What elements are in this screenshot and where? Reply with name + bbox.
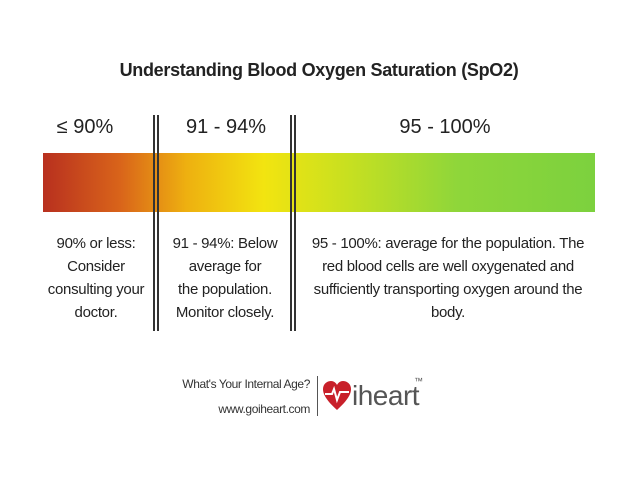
description-line: average for xyxy=(188,258,262,275)
title: Understanding Blood Oxygen Saturation (S… xyxy=(119,60,519,80)
url: www.goiheart.com xyxy=(218,402,310,416)
description-line: sufficiently transporting oxygen around … xyxy=(313,281,583,298)
tagline: What's Your Internal Age? xyxy=(182,377,310,391)
description-line: Monitor closely. xyxy=(175,304,275,321)
separator xyxy=(290,115,296,331)
saturation-gradient xyxy=(43,153,595,212)
description-line: 95 - 100%: average for the population. T… xyxy=(311,235,585,252)
trademark: ™ xyxy=(414,376,423,386)
range-label: ≤ 90% xyxy=(56,116,114,138)
heart-icon xyxy=(323,381,351,410)
description-line: red blood cells are well oxygenated and xyxy=(322,258,574,275)
description-line: Consider xyxy=(67,258,125,275)
description-line: 91 - 94%: Below xyxy=(172,235,278,252)
description: 91 - 94%: Below average for the population… xyxy=(160,232,290,324)
description-line: consulting your xyxy=(47,281,145,298)
range-label: 95 - 100% xyxy=(399,116,491,138)
description-line: doctor. xyxy=(74,304,118,321)
description: 90% or less: Consider consulting your docto… xyxy=(40,232,152,324)
brand: iheart xyxy=(352,380,420,411)
range-label: 91 - 94% xyxy=(185,116,267,138)
separator xyxy=(153,115,159,331)
description-line: body. xyxy=(430,304,466,321)
description-line: 90% or less: xyxy=(56,235,136,252)
description: 95 - 100%: average for the population. T… xyxy=(298,232,598,324)
divider xyxy=(317,376,318,416)
description-line: the population. xyxy=(178,281,272,298)
